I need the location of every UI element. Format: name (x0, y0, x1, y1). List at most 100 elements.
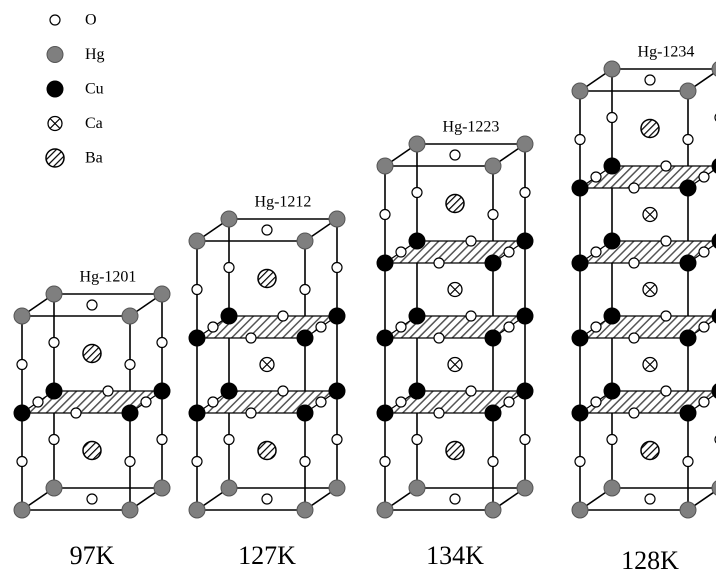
hg-atom (485, 502, 501, 518)
oxygen-atom (434, 333, 444, 343)
oxygen-atom (332, 263, 342, 273)
oxygen-atom (71, 408, 81, 418)
oxygen-atom (332, 435, 342, 445)
hg-atom (572, 83, 588, 99)
cu-atom (604, 158, 620, 174)
hg-atom (154, 286, 170, 302)
oxygen-atom (591, 397, 601, 407)
hg-atom (329, 211, 345, 227)
cu-atom (680, 255, 696, 271)
cu-atom (409, 233, 425, 249)
oxygen-atom (224, 435, 234, 445)
cu-atom (297, 330, 313, 346)
cu-atom (517, 383, 533, 399)
oxygen-atom (661, 236, 671, 246)
oxygen-atom (125, 457, 135, 467)
oxygen-atom (278, 386, 288, 396)
tc-label: 128K (621, 546, 679, 575)
hg-atom (517, 136, 533, 152)
cu-atom (517, 233, 533, 249)
oxygen-atom (699, 397, 709, 407)
ca-atom (448, 283, 462, 297)
oxygen-atom (591, 322, 601, 332)
legend-label: Ca (85, 115, 103, 132)
ca-atom (448, 358, 462, 372)
legend-label: Cu (85, 81, 104, 98)
cu-atom (604, 233, 620, 249)
cu-atom (409, 383, 425, 399)
oxygen-atom (699, 247, 709, 257)
ba-atom (446, 195, 464, 213)
legend-item: Hg (47, 46, 105, 63)
cu-atom (46, 383, 62, 399)
diagram: OHgCuCaBaHg-120197KHg-1212127KHg-1223134… (0, 0, 716, 577)
hg-atom (14, 308, 30, 324)
cu-atom (572, 330, 588, 346)
oxygen-atom (224, 263, 234, 273)
oxygen-atom (434, 258, 444, 268)
hg-atom (189, 502, 205, 518)
oxygen-atom (504, 247, 514, 257)
cu-atom (221, 383, 237, 399)
structure-name: Hg-1212 (255, 194, 312, 211)
oxygen-atom (208, 397, 218, 407)
cu-atom (189, 405, 205, 421)
oxygen-atom (157, 435, 167, 445)
oxygen-atom (629, 333, 639, 343)
oxygen-atom (645, 494, 655, 504)
crystal-structure (14, 286, 170, 518)
ba-atom (83, 345, 101, 363)
hg-atom (329, 480, 345, 496)
legend-item: Ba (46, 149, 103, 167)
oxygen-atom (412, 188, 422, 198)
cu-atom (604, 308, 620, 324)
legend-item: Ca (48, 115, 103, 132)
crystal-structure (377, 136, 533, 518)
hg-atom (46, 480, 62, 496)
hg-atom (122, 308, 138, 324)
hg-atom (409, 480, 425, 496)
cu-atom (329, 383, 345, 399)
tc-label: 127K (238, 541, 296, 570)
hg-atom (604, 61, 620, 77)
oxygen-atom (300, 457, 310, 467)
oxygen-atom (17, 360, 27, 370)
oxygen-atom (488, 210, 498, 220)
oxygen-atom (504, 397, 514, 407)
legend-label: O (85, 12, 97, 29)
oxygen-atom (157, 338, 167, 348)
oxygen-atom (103, 386, 113, 396)
oxygen-atom (450, 494, 460, 504)
oxygen-atom (466, 386, 476, 396)
ba-atom (641, 442, 659, 460)
oxygen-atom (50, 15, 60, 25)
hg-atom (189, 233, 205, 249)
oxygen-atom (262, 494, 272, 504)
oxygen-atom (466, 236, 476, 246)
hg-atom (122, 502, 138, 518)
oxygen-atom (246, 408, 256, 418)
cu-atom (485, 405, 501, 421)
hg-atom (517, 480, 533, 496)
oxygen-atom (661, 386, 671, 396)
oxygen-atom (645, 75, 655, 85)
oxygen-atom (699, 322, 709, 332)
oxygen-atom (33, 397, 43, 407)
ba-atom (446, 442, 464, 460)
cu-atom (680, 405, 696, 421)
structure-name: Hg-1234 (638, 44, 695, 61)
cu-atom (189, 330, 205, 346)
oxygen-atom (699, 172, 709, 182)
hg-atom (680, 502, 696, 518)
oxygen-atom (683, 457, 693, 467)
oxygen-atom (396, 322, 406, 332)
hg-atom (572, 502, 588, 518)
cu-atom (122, 405, 138, 421)
cu-atom (377, 255, 393, 271)
ba-atom (258, 270, 276, 288)
legend-label: Ba (85, 150, 103, 167)
oxygen-atom (520, 188, 530, 198)
hg-atom (377, 502, 393, 518)
cu-atom (377, 330, 393, 346)
oxygen-atom (380, 210, 390, 220)
